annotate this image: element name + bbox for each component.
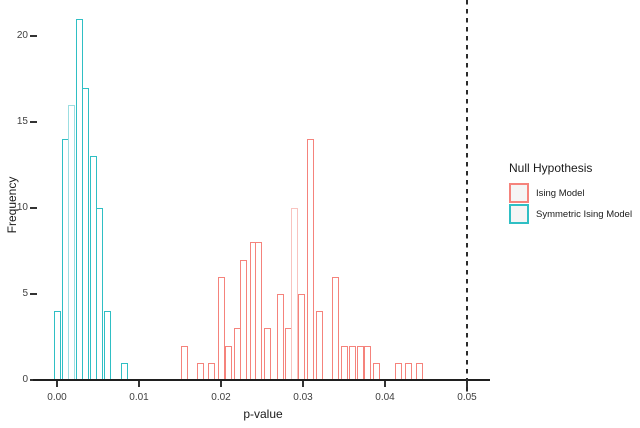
- y-tick-label: 5: [22, 288, 28, 299]
- y-tick-label: 10: [16, 202, 28, 213]
- histogram-bar-symmetric-ising-model: [53, 311, 61, 380]
- legend-item-symmetric-ising-model: Symmetric Ising Model: [509, 204, 632, 224]
- x-tick-label: 0.01: [129, 392, 149, 403]
- y-tick-label: 20: [16, 30, 28, 41]
- histogram-bar-ising-model: [207, 362, 215, 380]
- histogram-bar-ising-model: [332, 276, 340, 380]
- x-tick-label: 0.05: [457, 392, 477, 403]
- x-axis-tick: [384, 381, 386, 387]
- histogram-bar-ising-model: [255, 242, 263, 380]
- y-axis-tick: [30, 35, 37, 37]
- histogram-bar-ising-model: [315, 311, 323, 380]
- y-axis-tick: [30, 207, 37, 209]
- x-tick-label: 0.00: [47, 392, 67, 403]
- histogram-bar-ising-model: [348, 345, 356, 380]
- histogram-bar-symmetric-ising-model: [82, 87, 90, 380]
- y-tick-label: 0: [22, 374, 28, 385]
- y-axis-label: Frequency: [5, 176, 19, 234]
- x-tick-label: 0.04: [375, 392, 395, 403]
- histogram-bar-symmetric-ising-model: [103, 311, 111, 380]
- x-axis-label: p-value: [243, 407, 283, 421]
- x-axis-tick: [56, 381, 58, 387]
- y-axis-tick: [30, 121, 37, 123]
- histogram-bar-ising-model: [306, 139, 314, 380]
- histogram-bar-ising-model: [297, 294, 305, 380]
- histogram-bar-ising-model: [364, 345, 372, 380]
- histogram-bar-ising-model: [264, 328, 272, 380]
- histogram-bar-ising-model: [372, 362, 380, 380]
- histogram-bar-ising-model: [394, 362, 402, 380]
- histogram-bar-ising-model: [239, 259, 247, 380]
- histogram-bar-ising-model: [276, 294, 284, 380]
- significance-threshold-dashed-line: [466, 0, 468, 392]
- histogram-bar-symmetric-ising-model: [120, 362, 128, 380]
- y-tick-label: 15: [16, 116, 28, 127]
- histogram-bar-ising-model: [197, 362, 204, 380]
- x-tick-label: 0.02: [211, 392, 231, 403]
- histogram-bar-ising-model: [415, 362, 423, 380]
- histogram-bar-ising-model: [217, 276, 225, 380]
- histogram-bar-ising-model: [181, 345, 189, 380]
- x-axis-line: [33, 379, 490, 381]
- y-axis-tick: [30, 293, 37, 295]
- histogram-bar-symmetric-ising-model: [96, 208, 104, 380]
- x-axis-tick: [302, 381, 304, 387]
- legend-item-ising-model: Ising Model: [509, 183, 632, 203]
- x-tick-label: 0.03: [293, 392, 313, 403]
- legend-item-label: Symmetric Ising Model: [536, 208, 633, 220]
- legend-swatch-symmetric-ising-model: [509, 204, 529, 224]
- legend-item-label: Ising Model: [536, 187, 585, 199]
- histogram-bar-ising-model: [405, 362, 413, 380]
- x-axis-tick: [220, 381, 222, 387]
- legend: Null Hypothesis Ising Model Symmetric Is…: [509, 161, 632, 225]
- legend-title: Null Hypothesis: [509, 161, 593, 175]
- legend-swatch-ising-model: [509, 183, 529, 203]
- histogram-bar-ising-model: [224, 345, 232, 380]
- histogram-bar-symmetric-ising-model: [68, 104, 76, 380]
- x-axis-tick: [138, 381, 140, 387]
- histogram-bar-ising-model: [356, 345, 364, 380]
- histogram-bar-ising-model: [340, 345, 348, 380]
